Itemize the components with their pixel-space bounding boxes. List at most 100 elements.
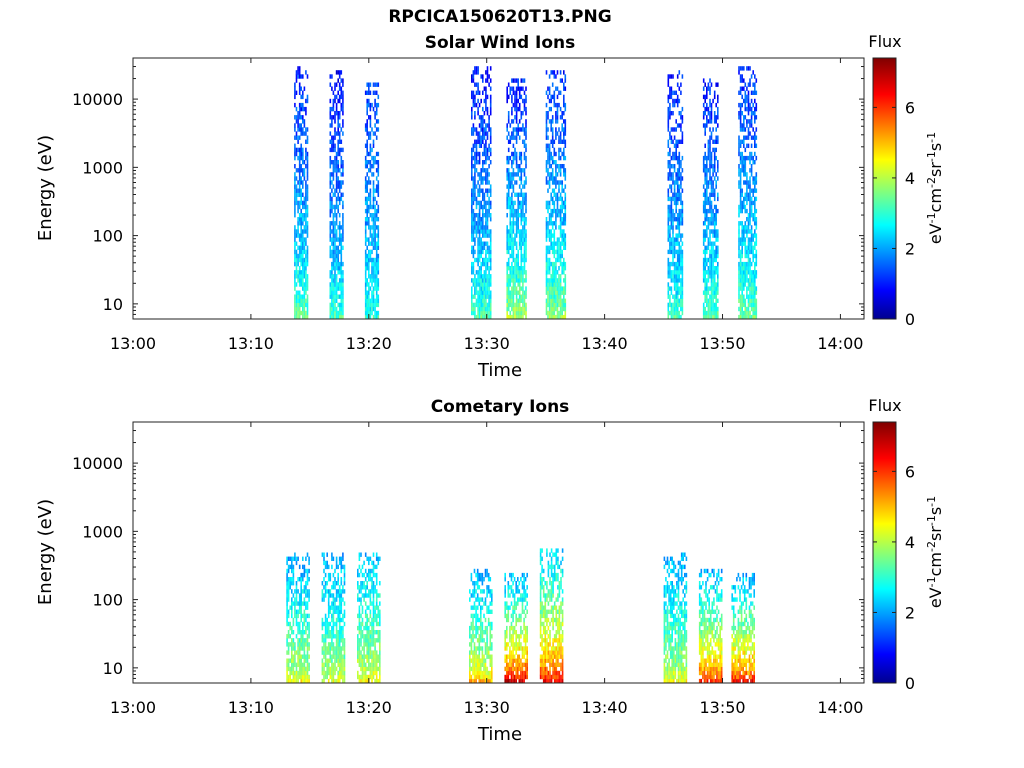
heatmap-cell bbox=[485, 270, 487, 275]
heatmap-cell bbox=[471, 290, 473, 295]
heatmap-cell bbox=[512, 270, 515, 275]
heatmap-cell bbox=[366, 314, 368, 320]
heatmap-cell bbox=[741, 229, 743, 234]
heatmap-cell bbox=[506, 196, 508, 202]
heatmap-cell bbox=[702, 306, 705, 312]
heatmap-cell bbox=[366, 200, 368, 206]
heatmap-cell bbox=[331, 585, 333, 590]
heatmap-cell bbox=[564, 86, 567, 91]
heatmap-cell bbox=[675, 143, 677, 148]
heatmap-cell bbox=[712, 310, 714, 316]
heatmap-cell bbox=[545, 245, 548, 250]
heatmap-cell bbox=[297, 670, 299, 676]
heatmap-cell bbox=[518, 282, 521, 287]
heatmap-cell bbox=[305, 221, 307, 226]
heatmap-cell bbox=[377, 556, 380, 561]
heatmap-cell bbox=[709, 314, 711, 320]
heatmap-cell bbox=[321, 678, 324, 684]
heatmap-cell bbox=[306, 605, 309, 610]
heatmap-cell bbox=[358, 621, 361, 627]
heatmap-cell bbox=[717, 229, 719, 234]
heatmap-cell bbox=[297, 74, 299, 79]
heatmap-cell bbox=[548, 74, 551, 79]
heatmap-cell bbox=[474, 164, 476, 169]
heatmap-cell bbox=[669, 249, 671, 255]
heatmap-cell bbox=[294, 82, 296, 87]
heatmap-cell bbox=[297, 314, 299, 320]
heatmap-cell bbox=[332, 290, 335, 295]
heatmap-cell bbox=[747, 298, 750, 303]
heatmap-cell bbox=[289, 625, 291, 631]
heatmap-cell bbox=[514, 221, 516, 226]
heatmap-cell bbox=[715, 115, 717, 120]
heatmap-cell bbox=[480, 310, 482, 316]
heatmap-cell bbox=[306, 625, 309, 631]
heatmap-cell bbox=[361, 670, 364, 676]
heatmap-cell bbox=[676, 74, 679, 79]
heatmap-cell bbox=[471, 229, 473, 234]
heatmap-cell bbox=[512, 78, 515, 83]
heatmap-cell bbox=[667, 249, 670, 255]
heatmap-cell bbox=[669, 160, 671, 165]
heatmap-cell bbox=[306, 589, 309, 594]
heatmap-cell bbox=[342, 294, 344, 299]
heatmap-cell bbox=[515, 217, 518, 222]
heatmap-cell bbox=[564, 143, 567, 148]
heatmap-cell bbox=[366, 164, 368, 169]
heatmap-cell bbox=[681, 294, 684, 299]
heatmap-cell bbox=[553, 98, 556, 104]
heatmap-cell bbox=[739, 294, 742, 299]
heatmap-cell bbox=[512, 290, 515, 295]
heatmap-cell bbox=[518, 192, 521, 197]
heatmap-cell bbox=[553, 139, 556, 144]
heatmap-cell bbox=[287, 581, 290, 586]
heatmap-cell bbox=[564, 290, 567, 295]
heatmap-cell bbox=[754, 278, 756, 283]
heatmap-cell bbox=[713, 160, 716, 165]
heatmap-cell bbox=[669, 115, 671, 120]
heatmap-cell bbox=[480, 217, 482, 222]
heatmap-cell bbox=[525, 94, 527, 100]
heatmap-cell bbox=[286, 678, 288, 684]
heatmap-cell bbox=[555, 266, 557, 271]
heatmap-cell bbox=[746, 188, 748, 193]
heatmap-cell bbox=[332, 613, 335, 619]
heatmap-cell bbox=[680, 298, 682, 303]
heatmap-cell bbox=[518, 229, 521, 234]
heatmap-cell bbox=[375, 302, 378, 308]
heatmap-cell bbox=[548, 221, 551, 226]
heatmap-cell bbox=[514, 151, 516, 157]
heatmap-cell bbox=[332, 654, 335, 659]
heatmap-cell bbox=[294, 94, 296, 100]
heatmap-cell bbox=[551, 274, 554, 279]
heatmap-cell bbox=[670, 200, 673, 206]
heatmap-cell bbox=[475, 66, 478, 71]
heatmap-cell bbox=[754, 298, 756, 303]
heatmap-cell bbox=[518, 278, 521, 283]
heatmap-cell bbox=[338, 678, 341, 684]
heatmap-cell bbox=[364, 568, 367, 574]
heatmap-cell bbox=[303, 621, 306, 627]
heatmap-cell bbox=[331, 670, 333, 676]
heatmap-cell bbox=[472, 634, 474, 639]
heatmap-cell bbox=[472, 90, 475, 95]
heatmap-cell bbox=[303, 662, 306, 667]
heatmap-cell bbox=[368, 617, 370, 623]
heatmap-cell bbox=[675, 261, 677, 267]
heatmap-cell bbox=[302, 115, 304, 120]
heatmap-cell bbox=[558, 266, 560, 271]
heatmap-cell bbox=[342, 666, 344, 672]
heatmap-cell bbox=[515, 257, 518, 263]
heatmap-cell bbox=[706, 94, 708, 100]
heatmap-cell bbox=[558, 274, 560, 279]
heatmap-cell bbox=[335, 266, 338, 271]
heatmap-cell bbox=[482, 135, 484, 140]
heatmap-cell bbox=[332, 221, 335, 226]
heatmap-cell bbox=[738, 221, 740, 226]
heatmap-cell bbox=[744, 115, 747, 120]
heatmap-cell bbox=[545, 306, 548, 312]
panel-title: Cometary Ions bbox=[431, 397, 570, 417]
heatmap-cell bbox=[306, 151, 309, 157]
heatmap-cell bbox=[300, 143, 302, 148]
heatmap-cell bbox=[305, 180, 307, 185]
